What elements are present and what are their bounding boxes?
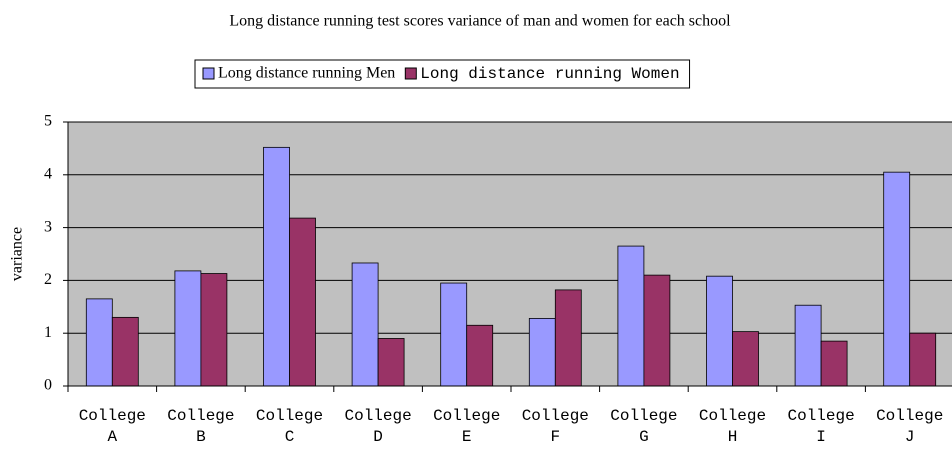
x-tick-label: College A: [78, 407, 146, 446]
x-tick-label: College J: [876, 407, 944, 446]
y-tick-label: 0: [44, 377, 52, 394]
bar: [706, 275, 733, 387]
legend: Long distance running Men Long distance r…: [194, 59, 691, 89]
bar: [528, 318, 556, 387]
legend-box: [194, 59, 691, 89]
x-tick-label: College E: [433, 407, 501, 446]
legend-label: Long distance running Women: [420, 65, 679, 83]
bar: [263, 146, 290, 387]
bar: [289, 217, 316, 387]
bar: [440, 282, 468, 387]
bar: [794, 304, 822, 387]
bar: [883, 171, 911, 387]
y-tick-label: 4: [44, 165, 52, 182]
x-tick-label: College F: [521, 407, 589, 446]
bar: [909, 332, 937, 387]
bar: [466, 324, 494, 387]
x-tick-label: College B: [167, 407, 235, 446]
y-tick-label: 5: [44, 113, 52, 130]
bar: [643, 274, 671, 387]
x-tick-label: College D: [344, 407, 412, 446]
y-tick-label: 1: [44, 324, 52, 341]
x-tick-label: College H: [698, 407, 767, 446]
bar: [351, 262, 379, 387]
bar: [85, 298, 113, 387]
legend-label: Long distance running Men: [218, 65, 395, 82]
chart-title: Long distance running test scores varian…: [229, 13, 731, 30]
bar: [554, 289, 582, 387]
bar: [174, 270, 202, 387]
legend-swatch: [202, 67, 215, 80]
bar: [732, 331, 759, 387]
y-axis-label: variance: [9, 227, 26, 281]
x-tick-label: College C: [255, 407, 324, 446]
x-tick-label: College I: [787, 407, 855, 446]
legend-swatch: [404, 67, 417, 80]
bar: [200, 273, 228, 387]
y-tick-label: 3: [44, 218, 52, 235]
bar: [820, 340, 848, 387]
x-tick-label: College G: [610, 407, 678, 446]
bar: [377, 338, 405, 387]
bar: [111, 316, 139, 387]
bar: [617, 245, 645, 387]
y-tick-label: 2: [44, 271, 52, 288]
